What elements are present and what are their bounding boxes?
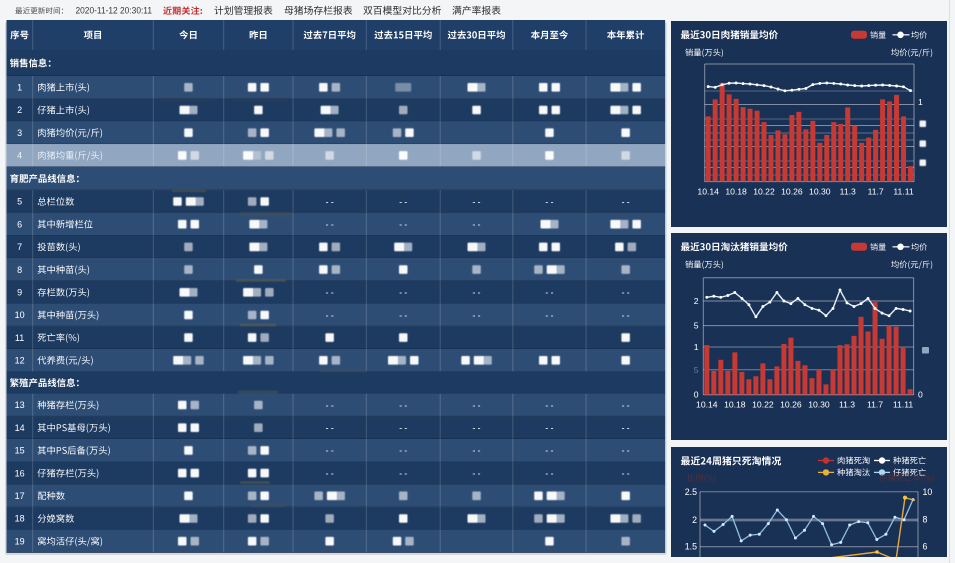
- svg-text:0: 0: [694, 390, 699, 400]
- svg-text:- -: - -: [326, 219, 334, 229]
- svg-text:- -: - -: [545, 310, 553, 320]
- svg-text:11.11: 11.11: [893, 400, 913, 410]
- svg-text:8: 8: [923, 514, 928, 524]
- svg-text:5: 5: [694, 365, 699, 375]
- svg-text:6: 6: [17, 219, 22, 229]
- svg-text:15: 15: [15, 446, 25, 456]
- svg-text:3: 3: [17, 128, 22, 138]
- svg-text:17: 17: [15, 491, 25, 501]
- svg-text:- -: - -: [399, 196, 407, 206]
- svg-text:- -: - -: [472, 219, 480, 229]
- svg-text:- -: - -: [326, 423, 334, 433]
- svg-text:2020-11-12 20:30:11: 2020-11-12 20:30:11: [76, 6, 153, 16]
- svg-text:10: 10: [923, 487, 933, 497]
- svg-text:- -: - -: [545, 400, 553, 410]
- svg-text:- -: - -: [472, 468, 480, 478]
- svg-text:- -: - -: [545, 445, 553, 455]
- svg-text:10.26: 10.26: [780, 400, 802, 410]
- svg-text:1: 1: [918, 97, 923, 107]
- svg-text:- -: - -: [326, 287, 334, 297]
- svg-text:2.5: 2.5: [685, 487, 697, 497]
- svg-text:- -: - -: [622, 400, 630, 410]
- svg-text:10.30: 10.30: [809, 187, 831, 197]
- svg-text:1: 1: [694, 342, 699, 352]
- svg-text:6: 6: [923, 542, 928, 552]
- svg-text:10.14: 10.14: [697, 187, 719, 197]
- svg-text:4: 4: [17, 151, 22, 161]
- svg-text:- -: - -: [622, 445, 630, 455]
- svg-text:1: 1: [17, 83, 22, 93]
- svg-text:- -: - -: [472, 310, 480, 320]
- svg-text:- -: - -: [399, 287, 407, 297]
- svg-text:0: 0: [918, 390, 923, 400]
- svg-text:- -: - -: [622, 287, 630, 297]
- svg-text:- -: - -: [472, 445, 480, 455]
- svg-text:- -: - -: [326, 468, 334, 478]
- svg-text:2: 2: [694, 296, 699, 306]
- svg-text:- -: - -: [326, 445, 334, 455]
- svg-text:- -: - -: [326, 196, 334, 206]
- svg-text:- -: - -: [326, 400, 334, 410]
- svg-text:11.3: 11.3: [839, 400, 855, 410]
- svg-text:18: 18: [15, 514, 25, 524]
- svg-text:- -: - -: [399, 445, 407, 455]
- svg-text:- -: - -: [399, 468, 407, 478]
- svg-text:- -: - -: [545, 468, 553, 478]
- svg-text:9: 9: [17, 287, 22, 297]
- svg-text:- -: - -: [622, 310, 630, 320]
- svg-text:7: 7: [17, 242, 22, 252]
- svg-text:- -: - -: [472, 423, 480, 433]
- svg-text:2: 2: [17, 105, 22, 115]
- svg-text:8: 8: [17, 265, 22, 275]
- svg-text:- -: - -: [545, 196, 553, 206]
- svg-text:5: 5: [17, 197, 22, 207]
- svg-text:1.5: 1.5: [685, 542, 697, 552]
- svg-text:16: 16: [15, 468, 25, 478]
- svg-text:- -: - -: [622, 468, 630, 478]
- svg-text:- -: - -: [622, 423, 630, 433]
- svg-text:10.22: 10.22: [752, 400, 774, 410]
- svg-text:- -: - -: [622, 196, 630, 206]
- svg-text:- -: - -: [399, 423, 407, 433]
- svg-text:- -: - -: [472, 287, 480, 297]
- svg-text:- -: - -: [399, 400, 407, 410]
- svg-text:2: 2: [692, 515, 697, 525]
- svg-text:- -: - -: [545, 423, 553, 433]
- svg-text:19: 19: [15, 536, 25, 546]
- svg-text:10.18: 10.18: [725, 187, 747, 197]
- svg-text:10.26: 10.26: [781, 187, 803, 197]
- svg-text:11.11: 11.11: [893, 187, 913, 197]
- svg-text:11.7: 11.7: [868, 187, 884, 197]
- svg-text:10.30: 10.30: [808, 400, 830, 410]
- svg-text:10.18: 10.18: [724, 400, 746, 410]
- svg-text:- -: - -: [399, 219, 407, 229]
- svg-text:10.14: 10.14: [696, 400, 718, 410]
- svg-text:- -: - -: [545, 287, 553, 297]
- svg-text:11.3: 11.3: [840, 187, 856, 197]
- svg-text:10.22: 10.22: [753, 187, 775, 197]
- svg-text:- -: - -: [326, 310, 334, 320]
- svg-text:- -: - -: [399, 310, 407, 320]
- svg-text:13: 13: [15, 400, 25, 410]
- svg-text:12: 12: [15, 356, 25, 366]
- svg-text:14: 14: [15, 423, 25, 433]
- svg-text:11.7: 11.7: [867, 400, 883, 410]
- svg-text:- -: - -: [472, 400, 480, 410]
- svg-text:5: 5: [694, 321, 699, 331]
- svg-text:- -: - -: [472, 196, 480, 206]
- svg-text:11: 11: [15, 333, 24, 343]
- svg-text:10: 10: [15, 310, 25, 320]
